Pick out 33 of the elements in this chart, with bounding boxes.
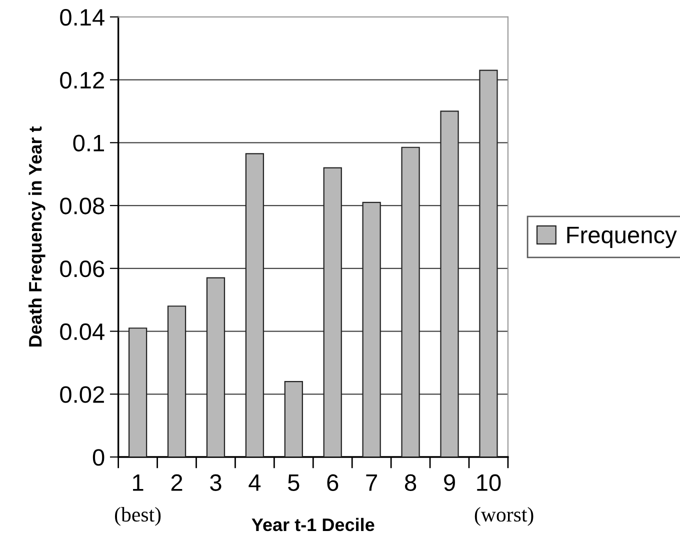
bar	[440, 110, 459, 457]
bar	[245, 153, 264, 457]
x-tick-label: 7	[366, 474, 377, 491]
x-axis-title: Year t-1 Decile	[252, 518, 374, 532]
bar	[167, 306, 186, 457]
x-tick-label: 10	[477, 474, 501, 492]
y-tick-label: 0.02	[60, 386, 104, 403]
y-tick-label: 0.12	[60, 72, 104, 89]
bar	[401, 146, 420, 457]
y-axis-title: Death Frequency in Year t	[28, 126, 46, 346]
y-tick-label: 0.08	[60, 198, 104, 214]
bar	[128, 328, 148, 457]
y-tick-label: 0	[92, 449, 104, 466]
legend-label: Frequency	[567, 226, 677, 248]
text: (best)	[115, 507, 161, 526]
x-tick-label: 9	[444, 474, 455, 492]
x-tick-label: 3	[210, 474, 222, 492]
bar	[206, 277, 226, 457]
text: (worst)	[474, 507, 534, 526]
bar	[479, 70, 498, 457]
bar	[284, 381, 303, 457]
y-tick-label: 0.06	[60, 260, 104, 278]
x-tick-label: 6	[327, 474, 338, 492]
bar	[323, 167, 342, 457]
x-tick-label: 4	[248, 474, 261, 491]
y-tick-label: 0.1	[73, 134, 104, 152]
x-tick-label: 8	[405, 474, 416, 492]
bar	[362, 202, 381, 457]
x-tick-label: 1	[133, 474, 144, 491]
x-tick-label: 5	[288, 474, 300, 492]
y-tick-label: 0.04	[60, 323, 104, 340]
x-tick-label: 2	[171, 474, 182, 491]
y-tick-label: 0.14	[60, 8, 104, 26]
